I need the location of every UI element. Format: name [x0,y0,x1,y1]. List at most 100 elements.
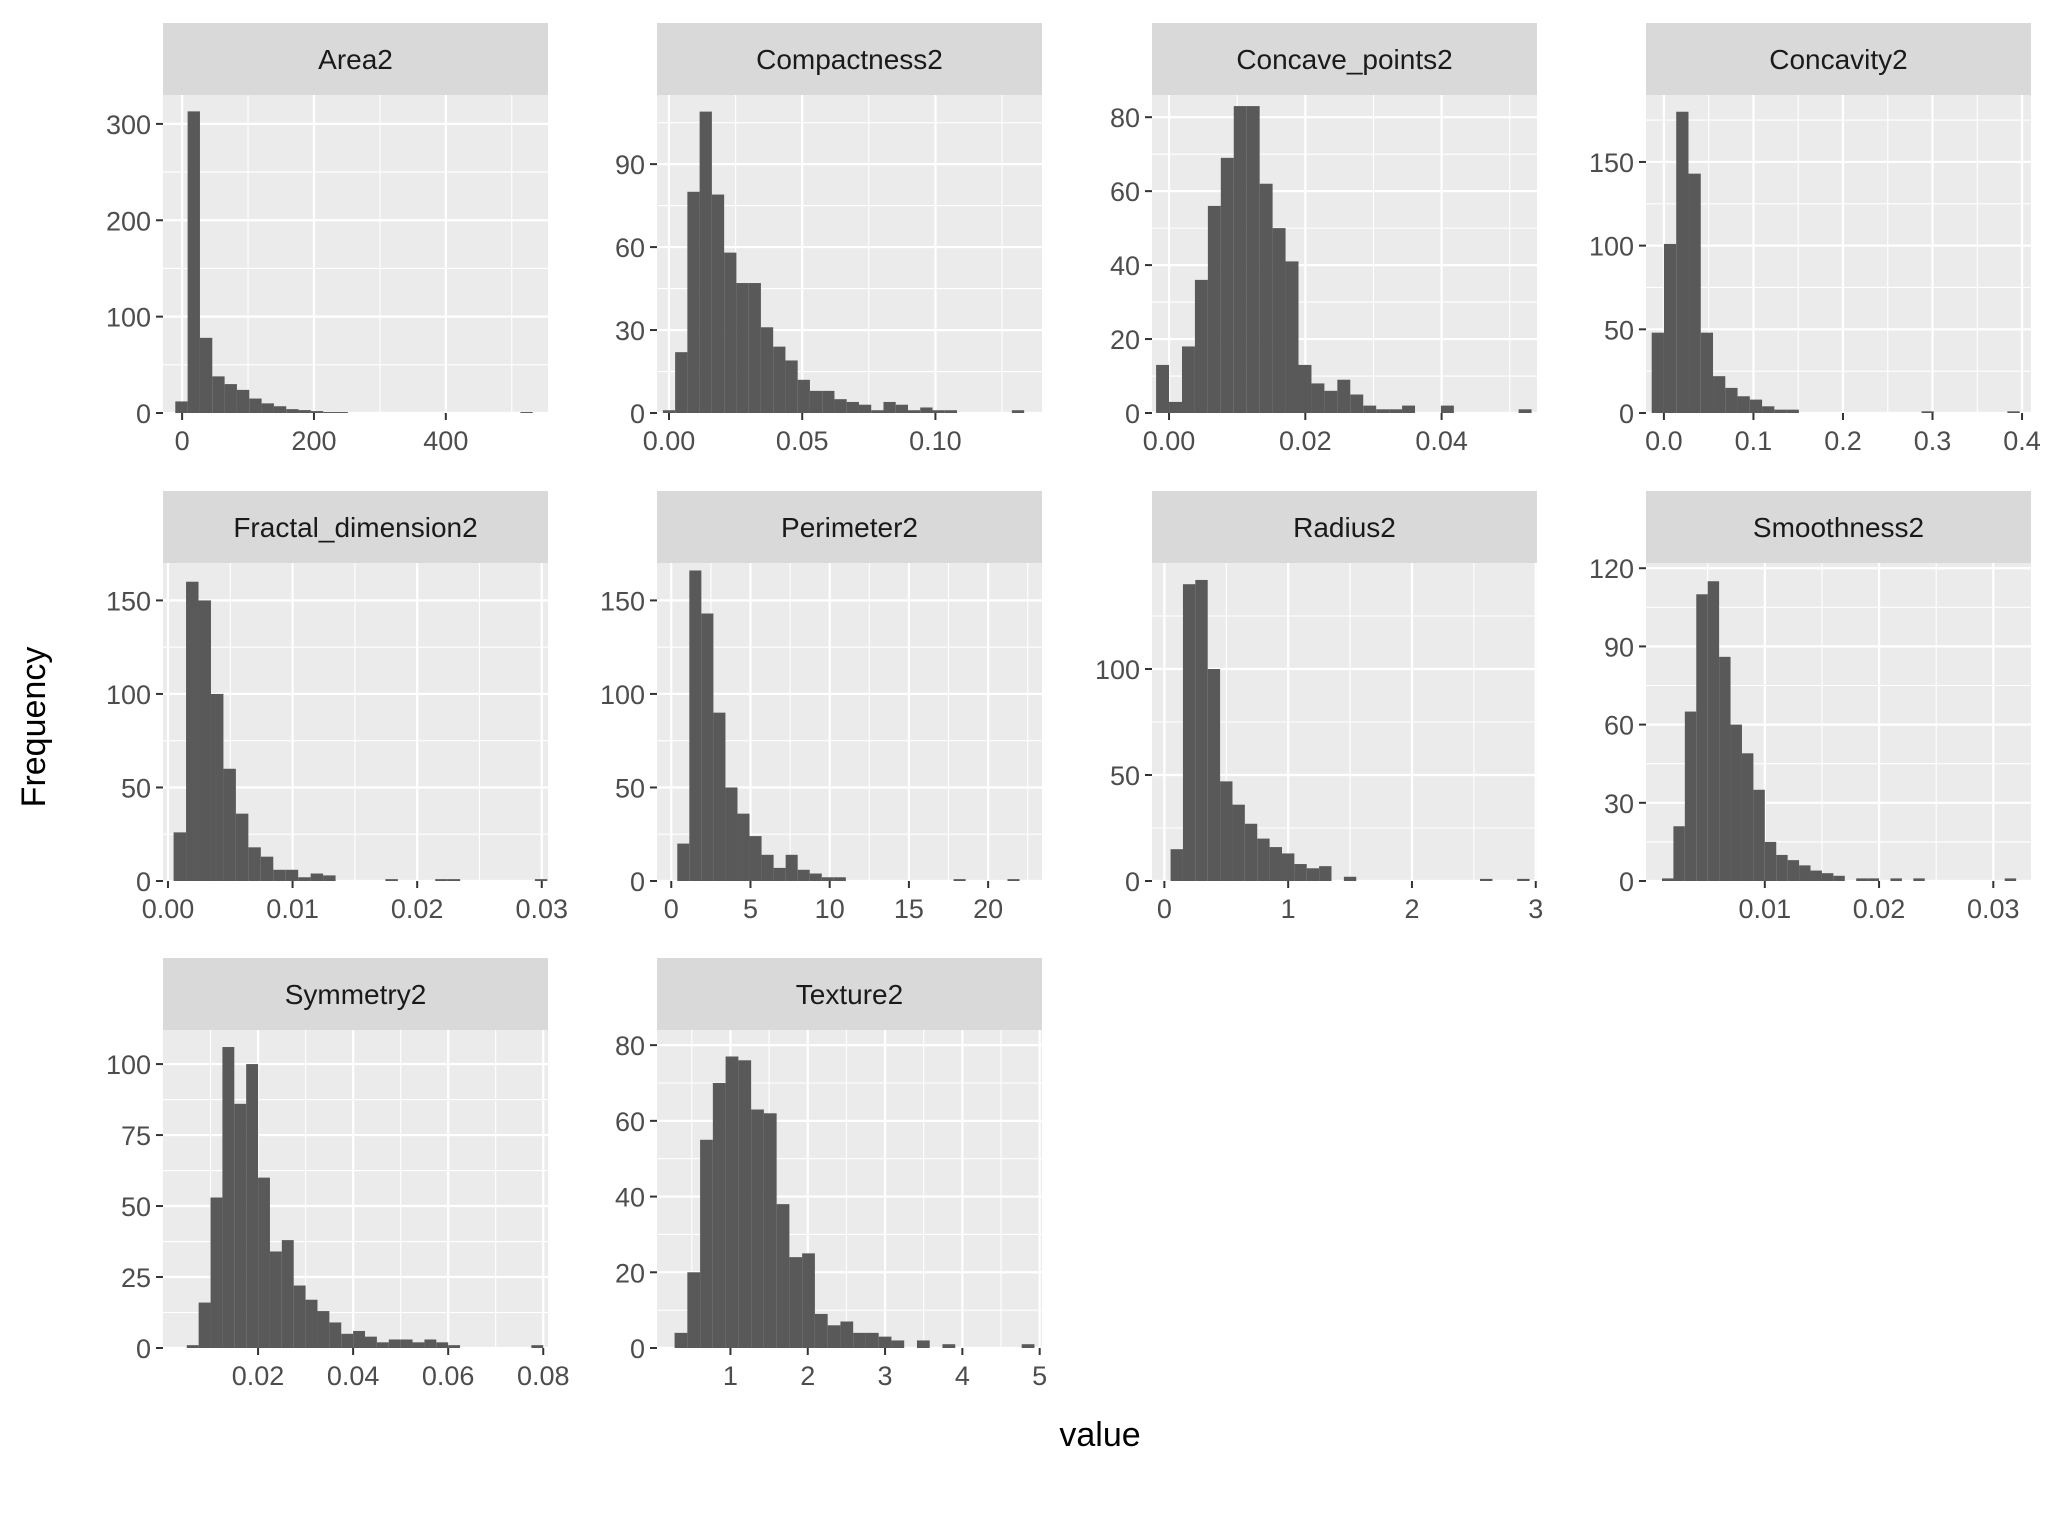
histogram-bar [1856,878,1868,881]
histogram-bar [749,836,762,881]
histogram-bar [1663,243,1677,413]
histogram-bar [725,787,738,881]
histogram-bar [1684,711,1697,881]
y-tick-label: 100 [600,680,645,710]
x-tick-label: 0.2 [1824,426,1862,456]
histogram-bar [1244,823,1258,881]
facet-strip [1646,23,2031,95]
histogram-bar [1719,656,1731,881]
histogram-bar [1246,106,1260,414]
facet-title: Compactness2 [756,44,943,75]
y-tick-label: 150 [106,586,151,616]
histogram-bar [175,401,188,413]
histogram-bar [1337,379,1351,413]
histogram-bar [891,1340,905,1348]
histogram-bar [942,1344,956,1348]
facet-radius2: Radius2 0 50 100 0 1 2 3 [1095,491,1543,924]
histogram-bar [675,352,688,413]
histogram-bar [222,1047,235,1348]
histogram-bar [1294,864,1307,881]
x-tick-label: 3 [1528,894,1543,924]
y-tick-label: 300 [106,110,151,140]
histogram-bar [748,283,761,413]
facet-strip [657,958,1042,1030]
histogram-bar [737,813,750,881]
x-tick-label: 0.02 [391,894,444,924]
histogram-bar [822,390,835,413]
histogram-bar [1169,401,1182,413]
x-tick-label: 0 [175,426,190,456]
histogram-bar [212,376,225,413]
histogram-bar [1402,405,1416,413]
histogram-bar [1324,390,1338,413]
histogram-bar [1786,409,1799,413]
histogram-bar [712,1083,726,1348]
y-tick-label: 0 [136,867,151,897]
x-tick-label: 0.02 [1279,426,1332,456]
y-tick-label: 50 [1604,315,1634,345]
x-tick-label: 2 [1404,894,1419,924]
facet-strip [1646,491,2031,563]
histogram-bar [802,1253,815,1348]
x-tick-label: 10 [815,894,845,924]
histogram-bar [329,1322,342,1348]
facet-title: Smoothness2 [1753,512,1924,543]
y-tick-label: 0 [1619,867,1634,897]
histogram-bar [773,346,786,413]
histogram-bar [932,410,945,413]
histogram-bar [1518,409,1532,413]
histogram-bar [269,1251,282,1348]
histogram-bar [865,1332,879,1348]
histogram-bar [305,1299,318,1348]
histogram-bar [1306,868,1320,881]
histogram-bar [293,1285,306,1348]
histogram-bar [821,877,834,881]
histogram-bar [713,712,726,881]
histogram-bar [285,869,299,881]
histogram-bar [677,843,690,881]
y-tick-label: 20 [615,1258,645,1288]
facet-title: Symmetry2 [285,979,427,1010]
histogram-bar [224,384,237,413]
facet-strip [1152,491,1537,563]
y-tick-label: 20 [1110,325,1140,355]
histogram-bar [1673,826,1685,881]
histogram-bar [1011,410,1025,413]
histogram-bar [1480,878,1493,881]
histogram-bar [1725,387,1738,413]
histogram-bar [724,252,737,413]
histogram-bar [376,1342,389,1348]
histogram-bar [827,1325,841,1348]
facet-strip [163,958,548,1030]
y-tick-label: 100 [106,680,151,710]
histogram-bar [883,401,896,413]
histogram-bar [920,407,933,413]
histogram-bar [916,1340,930,1348]
histogram-bar [286,409,299,413]
histogram-bar [246,1064,259,1348]
x-tick-label: 0.00 [643,426,696,456]
histogram-bar [878,1336,892,1348]
histogram-bar [210,693,224,881]
histogram-bar [448,1345,461,1348]
facet-title: Concavity2 [1769,44,1908,75]
x-tick-label: 0.03 [515,894,568,924]
facet-perimeter2: Perimeter2 0 50 100 150 0 5 10 15 20 [600,491,1042,924]
histogram-bar [814,1313,828,1348]
facet-title: Concave_points2 [1236,44,1452,75]
histogram-bar [435,879,448,881]
y-tick-label: 0 [1619,399,1634,429]
histogram-bar [2007,411,2020,413]
histogram-bar [1233,106,1247,414]
histogram-bar [248,847,261,881]
y-tick-label: 80 [1110,103,1140,133]
histogram-bar [1259,183,1273,413]
histogram-bar [840,1321,854,1348]
histogram-bar [234,1103,247,1348]
histogram-bar [199,337,213,413]
x-tick-label: 0.02 [1853,894,1906,924]
histogram-bar [1676,111,1689,413]
histogram-bar [1257,838,1270,881]
histogram-bar [701,613,714,881]
histogram-bar [323,412,336,413]
